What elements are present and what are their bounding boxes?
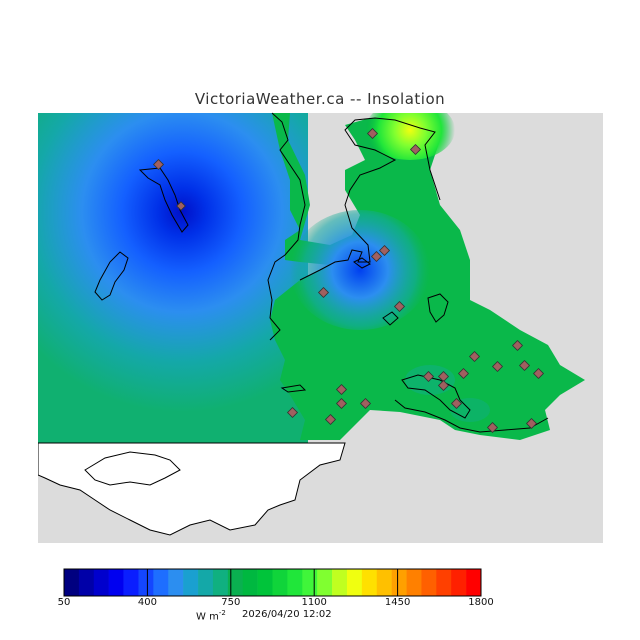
colorbar-tick-label: 50 (57, 597, 71, 608)
coast-southeast (401, 374, 471, 419)
station-marker (468, 350, 481, 363)
island-small-2 (427, 293, 449, 323)
station-marker (370, 250, 383, 263)
colorbar-swatch (346, 569, 363, 596)
colorbar-swatch (287, 569, 303, 596)
colorbar-swatch (376, 569, 392, 596)
station-marker (457, 367, 470, 380)
coast-mainland (299, 117, 441, 281)
station-marker (525, 417, 538, 430)
colorbar-swatch (198, 569, 214, 596)
colorbar-tick-label: 1800 (468, 597, 494, 608)
colorbar-tick-label: 400 (137, 597, 157, 608)
colorbar (64, 569, 482, 596)
island-bay (353, 257, 371, 269)
colorbar-frame (63, 568, 482, 597)
data-field-west (38, 113, 308, 443)
colorbar-swatch (227, 569, 244, 596)
coast-peninsula (394, 399, 549, 433)
station-marker (450, 397, 463, 410)
colorbar-swatch (466, 569, 482, 596)
colorbar-swatch (421, 569, 437, 596)
page-title: VictoriaWeather.ca -- Insolation (194, 90, 446, 108)
colorbar-swatch (391, 569, 407, 596)
north-maximum (365, 113, 455, 160)
colorbar-swatch (64, 569, 80, 596)
colorbar-swatch (436, 569, 452, 596)
coastlines (94, 112, 549, 433)
colorbar-tick-label: 1450 (384, 597, 411, 608)
station-marker (437, 379, 450, 392)
island-small-1 (382, 311, 399, 326)
station-marker (324, 413, 337, 426)
station-marker (422, 370, 435, 383)
coast-saanich (267, 112, 306, 341)
colorbar-swatch (272, 569, 288, 596)
station-marker (335, 397, 348, 410)
station-marker (286, 406, 299, 419)
colorbar-swatch (153, 569, 169, 596)
colorbar-swatch (93, 569, 109, 596)
colorbar-swatch (212, 569, 229, 596)
colorbar-swatch (138, 569, 154, 596)
units-label: W m-2 (196, 609, 226, 623)
station-marker (491, 360, 504, 373)
station-marker (393, 300, 406, 313)
station-marker (152, 158, 165, 171)
colorbar-swatch (332, 569, 348, 596)
island-small-3 (280, 384, 307, 393)
station-marker (532, 367, 545, 380)
colorbar-swatch (108, 569, 124, 596)
colorbar-swatch (451, 569, 467, 596)
station-marker (486, 421, 499, 434)
timestamp: 2026/04/20 12:02 (242, 609, 332, 620)
bay-minimum (290, 210, 430, 330)
colorbar-swatch (361, 569, 378, 596)
colorbar-tick-label: 1100 (301, 597, 327, 608)
station-marker (518, 359, 531, 372)
station-marker (378, 244, 391, 257)
station-marker (409, 143, 422, 156)
station-marker (437, 370, 450, 383)
colorbar-swatch (302, 569, 318, 596)
colorbar-swatch (406, 569, 422, 596)
station-markers (152, 127, 545, 434)
station-marker (511, 339, 524, 352)
station-marker (359, 397, 372, 410)
colorbar-swatch (123, 569, 139, 596)
colorbar-tick-label: 750 (221, 597, 241, 608)
colorbar-swatch (242, 569, 258, 596)
island-salt-spring (138, 167, 189, 233)
island-west (94, 251, 129, 301)
colorbar-swatch (257, 569, 273, 596)
colorbar-swatch (183, 569, 199, 596)
colorbar-swatch (78, 569, 95, 596)
landmass-south-inlet (84, 451, 181, 486)
station-marker (317, 286, 330, 299)
station-marker (366, 127, 379, 140)
colorbar-tick-labels: 50 400 750 1100 1450 1800 (0, 597, 640, 611)
colorbar-swatch (168, 569, 184, 596)
colorbar-swatch (317, 569, 333, 596)
station-marker (335, 383, 348, 396)
station-marker (176, 201, 186, 211)
